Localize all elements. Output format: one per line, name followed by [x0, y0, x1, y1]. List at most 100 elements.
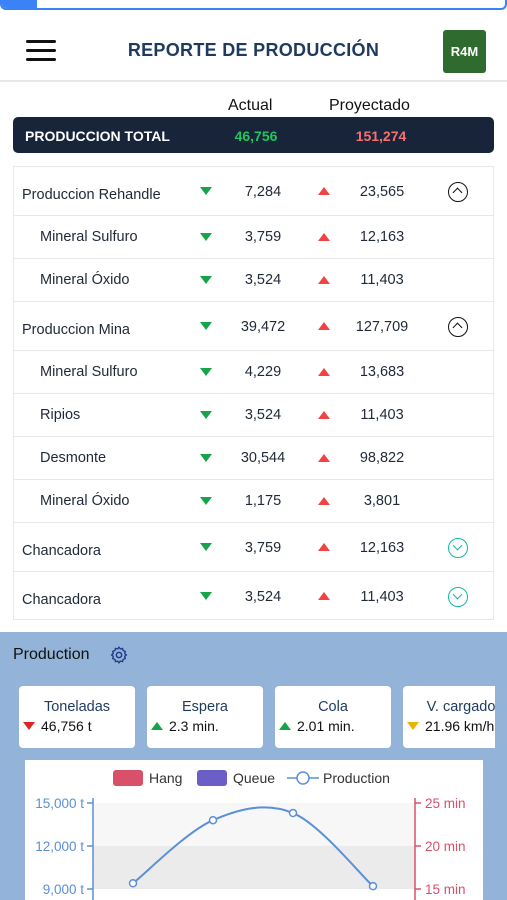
legend-swatch — [113, 770, 143, 786]
trend-up-icon — [318, 276, 330, 284]
row-projected: 12,163 — [359, 229, 405, 245]
r4m-logo: R4M — [443, 30, 486, 73]
table-row-parent[interactable]: Chancadora 3,759 12,163 — [13, 522, 494, 571]
table-row-parent[interactable]: Produccion Rehandle 7,284 23,565 — [13, 166, 494, 215]
trend-up-icon — [318, 454, 330, 462]
row-actual: 3,524 — [244, 272, 282, 288]
trend-down-icon — [200, 187, 212, 195]
row-projected: 11,403 — [360, 589, 404, 605]
production-data-point — [368, 881, 378, 891]
trend-up-icon — [318, 368, 330, 376]
row-projected: 11,403 — [360, 407, 404, 423]
production-data-point — [128, 879, 138, 888]
row-name: Mineral Óxido — [40, 493, 130, 509]
trend-up-icon — [318, 543, 330, 551]
total-projected: 151,274 — [355, 128, 407, 144]
kpi-card[interactable]: Toneladas 46,756 t — [19, 686, 135, 748]
trend-up-icon — [318, 322, 330, 330]
row-name: Produccion Rehandle — [22, 187, 161, 203]
trend-down-icon — [200, 592, 212, 600]
y-right-tick-label: 25 min — [425, 796, 466, 811]
y-left-tick-label: 12,000 t — [35, 839, 84, 854]
trend-down-icon — [200, 368, 212, 376]
kpi-card[interactable]: Espera 2.3 min. — [147, 686, 263, 748]
row-projected: 3,801 — [363, 493, 401, 509]
column-header-actual: Actual — [228, 97, 273, 114]
trend-warn-icon — [407, 722, 419, 730]
trend-up-icon — [318, 187, 330, 195]
legend-label: Queue — [233, 770, 275, 786]
kpi-value: 2.3 min. — [169, 718, 219, 734]
y-right-tick-label: 20 min — [425, 839, 466, 854]
legend-marker — [296, 771, 310, 785]
app-header: REPORTE DE PRODUCCIÓN R4M — [0, 10, 507, 82]
expand-chevron-down-icon[interactable] — [448, 538, 468, 558]
chart-grid-band — [93, 803, 415, 846]
production-table: Produccion Rehandle 7,284 23,565 Mineral Su… — [13, 166, 494, 620]
trend-down-icon — [200, 497, 212, 505]
table-row: Mineral Óxido 3,524 11,403 — [13, 258, 494, 301]
production-chart-svg: 15,000 t 12,000 t 9,000 t 25 min 20 min 15 mi… — [35, 770, 466, 900]
total-label: PRODUCCION TOTAL — [25, 128, 170, 144]
row-projected: 12,163 — [359, 540, 405, 556]
row-actual: 1,175 — [244, 493, 282, 509]
y-left-tick-label: 9,000 t — [43, 882, 85, 897]
trend-down-icon — [200, 276, 212, 284]
legend-swatch — [197, 770, 227, 786]
production-data-point — [208, 815, 218, 825]
collapse-chevron-up-icon[interactable] — [448, 317, 468, 337]
total-production-bar: PRODUCCION TOTAL 46,756 151,274 — [13, 117, 494, 153]
kpi-cards: Toneladas 46,756 t Espera 2.3 min. Cola 2.01 … — [19, 686, 495, 748]
legend-label: Hang — [149, 770, 182, 786]
production-series-line — [132, 806, 374, 887]
table-row: Ripios 3,524 11,403 — [13, 393, 494, 436]
kpi-card[interactable]: Cola 2.01 min. — [275, 686, 391, 748]
chart-grid-band — [93, 846, 415, 889]
production-title: Production — [13, 646, 90, 663]
row-name: Mineral Óxido — [40, 272, 130, 288]
table-row: Mineral Óxido 1,175 3,801 — [13, 479, 494, 522]
trend-down-icon — [200, 233, 212, 241]
row-actual: 39,472 — [240, 319, 286, 335]
row-projected: 13,683 — [359, 364, 405, 380]
row-name: Ripios — [40, 407, 81, 423]
y-right-tick-label: 15 min — [425, 882, 466, 897]
legend-label: Production — [323, 770, 390, 786]
gear-icon[interactable] — [109, 645, 129, 665]
row-projected: 127,709 — [355, 319, 409, 335]
table-row-parent[interactable]: Chancadora 3,524 11,403 — [13, 571, 494, 620]
table-row: Mineral Sulfuro 3,759 12,163 — [13, 215, 494, 258]
production-chart: 15,000 t 12,000 t 9,000 t 25 min 20 min 15 mi… — [25, 760, 483, 900]
total-actual: 46,756 — [234, 128, 278, 144]
row-name: Chancadora — [22, 592, 101, 608]
expand-chevron-down-icon[interactable] — [448, 587, 468, 607]
kpi-value: 46,756 t — [41, 718, 92, 734]
row-name: Desmonte — [40, 450, 107, 466]
page-title: REPORTE DE PRODUCCIÓN — [127, 40, 380, 60]
column-header-projected: Proyectado — [329, 97, 410, 114]
trend-up-icon — [318, 497, 330, 505]
kpi-card[interactable]: V. cargado 21.96 km/h — [403, 686, 495, 748]
trend-down-icon — [200, 543, 212, 551]
trend-down-icon — [200, 454, 212, 462]
trend-up-icon — [318, 411, 330, 419]
collapse-chevron-up-icon[interactable] — [448, 182, 468, 202]
loading-progress-bar — [0, 0, 507, 10]
row-actual: 3,524 — [244, 589, 282, 605]
row-actual: 30,544 — [240, 450, 286, 466]
trend-down-icon — [23, 722, 35, 730]
kpi-title: V. cargado — [426, 699, 495, 715]
row-projected: 11,403 — [360, 272, 404, 288]
table-row: Desmonte 30,544 98,822 — [13, 436, 494, 479]
trend-up-icon — [318, 592, 330, 600]
production-panel: Production Toneladas 46,756 t Espera 2.3 mi… — [0, 632, 507, 900]
hamburger-icon[interactable] — [26, 40, 56, 62]
trend-up-icon — [279, 722, 291, 730]
row-actual: 3,759 — [244, 229, 282, 245]
table-row-parent[interactable]: Produccion Mina 39,472 127,709 — [13, 301, 494, 350]
kpi-title: Espera — [182, 699, 228, 715]
trend-up-icon — [151, 722, 163, 730]
trend-up-icon — [318, 233, 330, 241]
row-name: Produccion Mina — [22, 322, 130, 338]
row-projected: 98,822 — [359, 450, 405, 466]
